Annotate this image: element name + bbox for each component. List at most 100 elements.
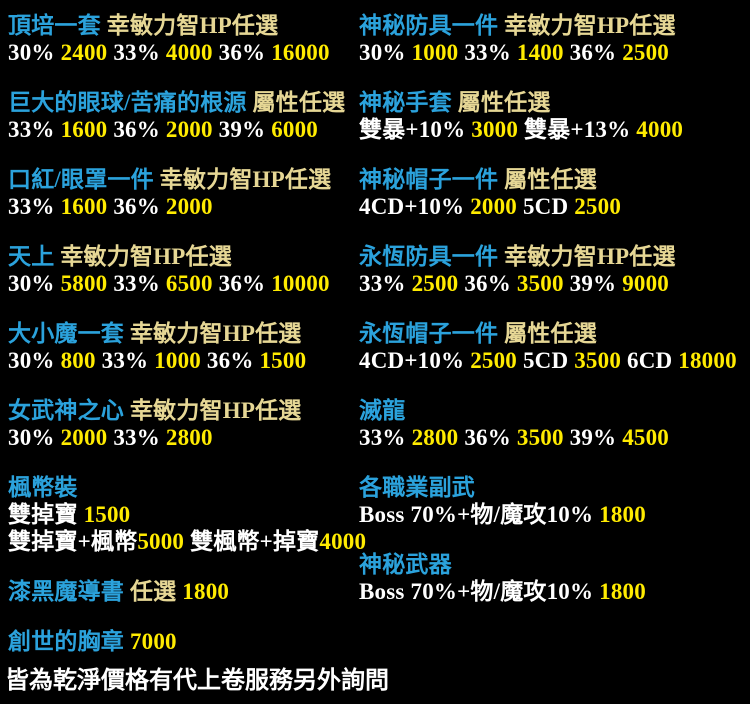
item-name-text: 各職業副武 — [359, 475, 475, 500]
price-value-text: 6000 — [271, 117, 318, 142]
price-label-text: 4CD+10% — [359, 194, 471, 219]
price-value-text: 4000 — [636, 117, 684, 142]
price-label-text: 36% — [212, 271, 272, 296]
item-name-text: 口紅/眼罩一件 — [8, 167, 154, 192]
price-label-text: 5CD — [517, 194, 575, 219]
price-value-text: 2800 — [411, 425, 459, 450]
price-line: 30% 2400 33% 4000 36% 16000 — [8, 39, 358, 66]
price-value-text: 6500 — [165, 271, 213, 296]
price-item: 女武神之心 幸敏力智HP任選 30% 2000 33% 2800 — [8, 397, 358, 451]
item-name-text: 神秘防具一件 — [359, 13, 499, 38]
price-value-text: 2000 — [165, 194, 213, 219]
price-line: 神秘防具一件 幸敏力智HP任選 — [359, 12, 750, 39]
price-label-text: 39% — [563, 271, 623, 296]
price-item: 各職業副武 Boss 70%+物/魔攻10% 1800 — [359, 474, 750, 528]
price-line: 雙暴+10% 3000 雙暴+13% 4000 — [359, 116, 750, 143]
price-value-text: 4000 — [319, 529, 367, 554]
item-name-text: 女武神之心 — [8, 398, 124, 423]
price-value-text: 2500 — [470, 348, 517, 373]
price-column-right: 神秘防具一件 幸敏力智HP任選 30% 1000 33% 1400 36% 250… — [359, 12, 750, 628]
footer-note: 皆為乾淨價格有代上卷服務另外詢問 — [5, 668, 389, 694]
price-value-text: 2000 — [165, 117, 213, 142]
price-item: 天上 幸敏力智HP任選 30% 5800 33% 6500 36% 10000 — [8, 243, 358, 297]
item-name-text: 永恆帽子一件 — [359, 321, 499, 346]
price-value-text: 2400 — [60, 40, 108, 65]
price-item: 口紅/眼罩一件 幸敏力智HP任選 33% 1600 36% 2000 — [8, 166, 358, 220]
item-name-text: 滅龍 — [359, 398, 406, 423]
price-value-text: 1600 — [60, 117, 108, 142]
price-label-text: 33% — [458, 40, 517, 65]
price-value-text: 2500 — [574, 194, 622, 219]
price-line: 永恆帽子一件 屬性任選 — [359, 320, 750, 347]
price-line: 33% 2800 36% 3500 39% 4500 — [359, 424, 750, 451]
price-line: 滅龍 — [359, 397, 750, 424]
price-line: 33% 2500 36% 3500 39% 9000 — [359, 270, 750, 297]
item-option-text: 幸敏力智HP任選 — [124, 398, 302, 423]
price-label-text: 33% — [359, 425, 412, 450]
price-label-text: 33% — [8, 194, 61, 219]
item-name-text: 永恆防具一件 — [359, 244, 499, 269]
price-value-text: 3500 — [516, 271, 564, 296]
price-item: 滅龍 33% 2800 36% 3500 39% 4500 — [359, 397, 750, 451]
price-line: 創世的胸章 7000 — [8, 628, 358, 655]
price-label-text: 30% — [8, 40, 61, 65]
price-item: 楓幣裝 雙掉寶 1500 雙掉寶+楓幣5000 雙楓幣+掉寶4000 — [8, 474, 366, 555]
item-name-text: 神秘手套 — [359, 90, 452, 115]
price-line: 巨大的眼球/苦痛的根源 屬性任選 — [8, 89, 358, 116]
price-item: 神秘武器 Boss 70%+物/魔攻10% 1800 — [359, 551, 750, 605]
price-value-text: 5000 — [137, 529, 185, 554]
price-item: 永恆防具一件 幸敏力智HP任選 33% 2500 36% 3500 39% 900… — [359, 243, 750, 297]
item-option-text: 屬性任選 — [498, 167, 597, 192]
price-item: 頂培一套 幸敏力智HP任選 30% 2400 33% 4000 36% 16000 — [8, 12, 358, 66]
price-label-text: 36% — [200, 348, 260, 373]
price-line: 神秘手套 屬性任選 — [359, 89, 750, 116]
item-name-text: 神秘武器 — [359, 552, 452, 577]
price-value-text: 4000 — [165, 40, 213, 65]
price-label-text: 雙楓幣+掉寶 — [184, 529, 320, 554]
price-value-text: 9000 — [622, 271, 669, 296]
item-name-text: 創世的胸章 — [8, 629, 124, 654]
price-value-text: 16000 — [271, 40, 330, 65]
price-label-text: 6CD — [621, 348, 679, 373]
price-label-text: 雙暴+10% — [359, 117, 472, 142]
price-line: 雙掉寶 1500 — [8, 501, 358, 528]
price-label-text: 30% — [8, 271, 61, 296]
price-line: 永恆防具一件 幸敏力智HP任選 — [359, 243, 750, 270]
price-value-text: 1000 — [154, 348, 201, 373]
price-item: 大小魔一套 幸敏力智HP任選 30% 800 33% 1000 36% 1500 — [8, 320, 358, 374]
price-item: 神秘手套 屬性任選 雙暴+10% 3000 雙暴+13% 4000 — [359, 89, 750, 143]
price-line: 各職業副武 — [359, 474, 750, 501]
price-label-text: 36% — [107, 194, 166, 219]
item-name-text: 大小魔一套 — [8, 321, 124, 346]
price-value-text: 2000 — [470, 194, 517, 219]
item-option-text: 屬性任選 — [451, 90, 551, 115]
item-option-text: 幸敏力智HP任選 — [124, 321, 302, 346]
price-value-text: 1500 — [259, 348, 307, 373]
price-label-text: 33% — [359, 271, 412, 296]
price-value-text: 2500 — [411, 271, 459, 296]
price-value-text: 1400 — [516, 40, 564, 65]
price-value-text: 1600 — [60, 194, 108, 219]
price-line: 天上 幸敏力智HP任選 — [8, 243, 358, 270]
price-line: Boss 70%+物/魔攻10% 1800 — [359, 501, 750, 528]
price-label-text: 4CD+10% — [359, 348, 471, 373]
item-option-text: 幸敏力智HP任選 — [54, 244, 232, 269]
price-label-text: 33% — [8, 117, 61, 142]
price-line: 大小魔一套 幸敏力智HP任選 — [8, 320, 358, 347]
price-line: 4CD+10% 2000 5CD 2500 — [359, 193, 750, 220]
price-label-text: 雙掉寶+楓幣 — [8, 529, 138, 554]
price-line: 30% 5800 33% 6500 36% 10000 — [8, 270, 358, 297]
price-item: 神秘帽子一件 屬性任選 4CD+10% 2000 5CD 2500 — [359, 166, 750, 220]
item-option-text: 幸敏力智HP任選 — [498, 13, 676, 38]
item-name-text: 楓幣裝 — [8, 475, 78, 500]
price-value-text: 5800 — [60, 271, 108, 296]
price-value-text: 2000 — [60, 425, 108, 450]
price-value-text: 1500 — [83, 502, 131, 527]
price-line: 30% 1000 33% 1400 36% 2500 — [359, 39, 750, 66]
price-line: Boss 70%+物/魔攻10% 1800 — [359, 578, 750, 605]
price-line: 雙掉寶+楓幣5000 雙楓幣+掉寶4000 — [8, 528, 366, 555]
price-value-text: 1800 — [176, 579, 230, 604]
item-name-text: 天上 — [8, 244, 55, 269]
price-value-text: 18000 — [678, 348, 737, 373]
